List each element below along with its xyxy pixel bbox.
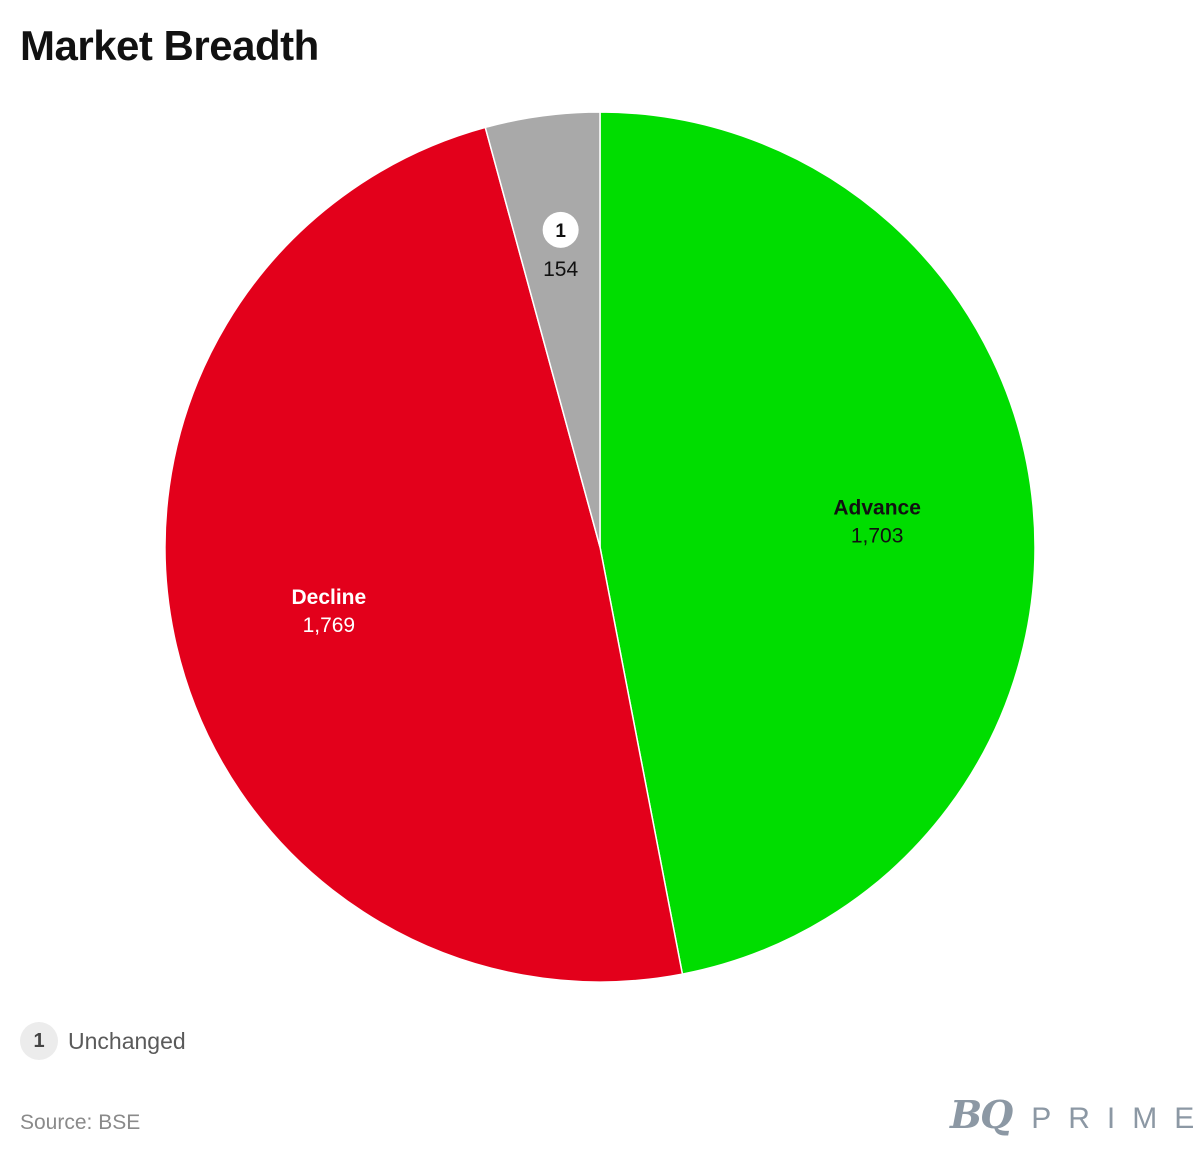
slice-value-advance: 1,703 bbox=[851, 525, 904, 548]
slice-value-unchanged: 154 bbox=[543, 258, 578, 281]
brand-logo: BQ PRIME bbox=[950, 1092, 1200, 1137]
slice-value-decline: 1,769 bbox=[303, 614, 356, 637]
footnote: 1 Unchanged bbox=[20, 1022, 186, 1060]
slice-label-advance: Advance bbox=[833, 497, 921, 520]
brand-logo-prime: PRIME bbox=[1031, 1102, 1200, 1135]
slice-marker-unchanged: 1 bbox=[555, 221, 566, 242]
brand-logo-bq: BQ bbox=[950, 1092, 1013, 1137]
pie-slice-advance bbox=[599, 111, 1036, 976]
footnote-marker-badge: 1 bbox=[20, 1022, 58, 1060]
chart-title: Market Breadth bbox=[20, 22, 319, 69]
slice-marker-badge-unchanged bbox=[542, 211, 579, 248]
pie-slice-decline bbox=[164, 126, 684, 983]
pie-chart: Advance 1,703 Decline 1,769 1 154 bbox=[164, 111, 1036, 983]
slice-label-decline: Decline bbox=[291, 586, 366, 609]
footnote-text: Unchanged bbox=[68, 1027, 186, 1054]
source-note: Source: BSE bbox=[20, 1111, 141, 1134]
